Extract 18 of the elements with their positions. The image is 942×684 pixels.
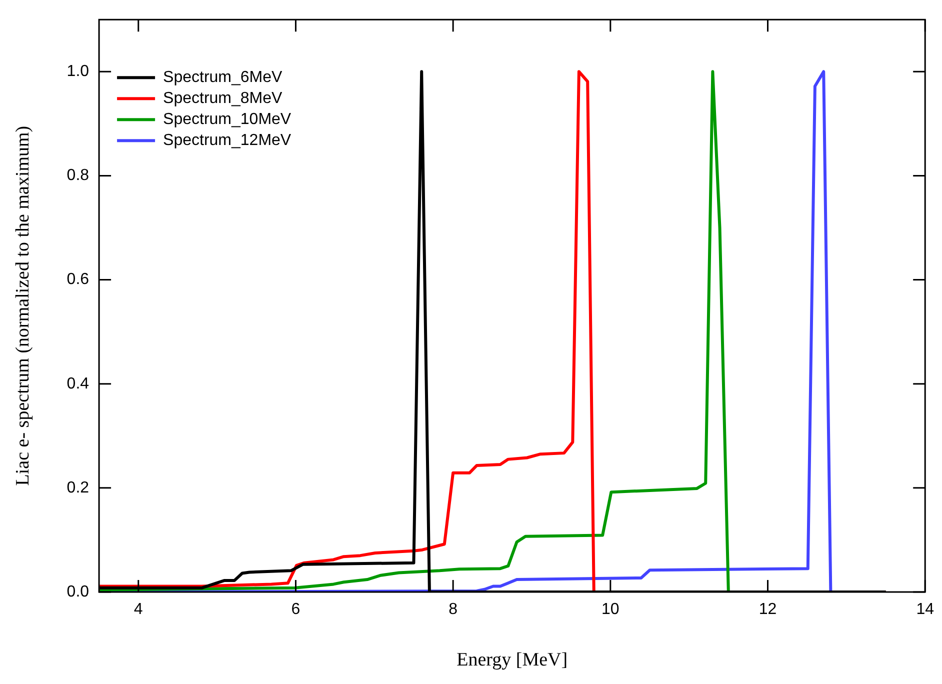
x-tick-label: 14	[916, 601, 934, 618]
legend-label: Spectrum_12MeV	[163, 132, 292, 150]
x-tick-label: 6	[291, 601, 300, 618]
y-tick-label: 0.2	[66, 479, 90, 496]
x-tick-label: 8	[448, 601, 458, 618]
legend-label: Spectrum_10MeV	[163, 111, 292, 128]
legend-label: Spectrum_8MeV	[163, 90, 283, 108]
x-tick-label: 4	[134, 601, 143, 618]
y-axis-title: Liac e- spectrum (normalized to the maximum)	[12, 126, 34, 486]
x-tick-label: 10	[602, 601, 620, 618]
y-tick-label: 1.0	[66, 63, 90, 80]
y-tick-label: 0.6	[66, 271, 90, 288]
x-tick-label: 12	[758, 601, 777, 618]
y-tick-label: 0.0	[66, 583, 90, 600]
x-axis-title: Energy [MeV]	[456, 650, 568, 671]
y-tick-label: 0.4	[66, 375, 90, 392]
y-tick-label: 0.8	[66, 167, 90, 184]
legend-label: Spectrum_6MeV	[163, 69, 283, 86]
